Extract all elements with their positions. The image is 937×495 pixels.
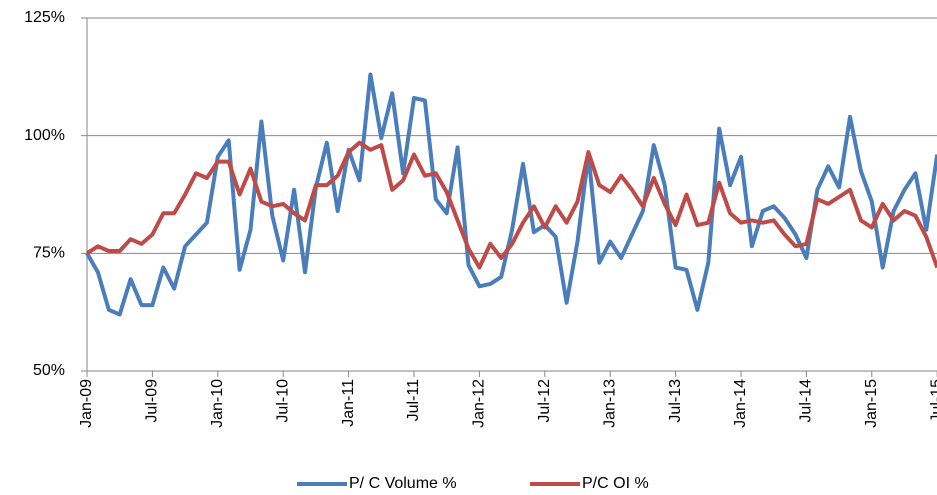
x-tick-label: Jan-12 (471, 379, 488, 428)
series-line (85, 72, 937, 317)
x-tick-label: Jul-13 (667, 379, 684, 423)
x-tick-label: Jan-15 (863, 379, 880, 428)
x-tick-label: Jan-09 (78, 379, 95, 428)
x-tick-label: Jan-13 (601, 379, 618, 428)
x-tick-label: Jul-09 (144, 379, 161, 423)
y-tick-label: 100% (24, 127, 65, 144)
legend-label: P/C OI % (582, 475, 649, 492)
x-tick-label: Jan-10 (209, 379, 226, 428)
y-tick-label: 75% (33, 245, 65, 262)
series-line (85, 140, 937, 270)
x-tick-label: Jul-10 (274, 379, 291, 423)
x-tick-label: Jul-15 (928, 379, 937, 423)
x-tick-label: Jul-11 (405, 379, 422, 421)
x-tick-label: Jul-14 (798, 379, 815, 423)
y-tick-label: 50% (33, 362, 65, 379)
legend-label: P/ C Volume % (349, 475, 457, 492)
y-tick-label: 125% (24, 9, 65, 26)
x-tick-label: Jul-12 (536, 379, 553, 423)
x-tick-label: Jan-11 (340, 379, 357, 427)
x-tick-label: Jan-14 (732, 379, 749, 428)
